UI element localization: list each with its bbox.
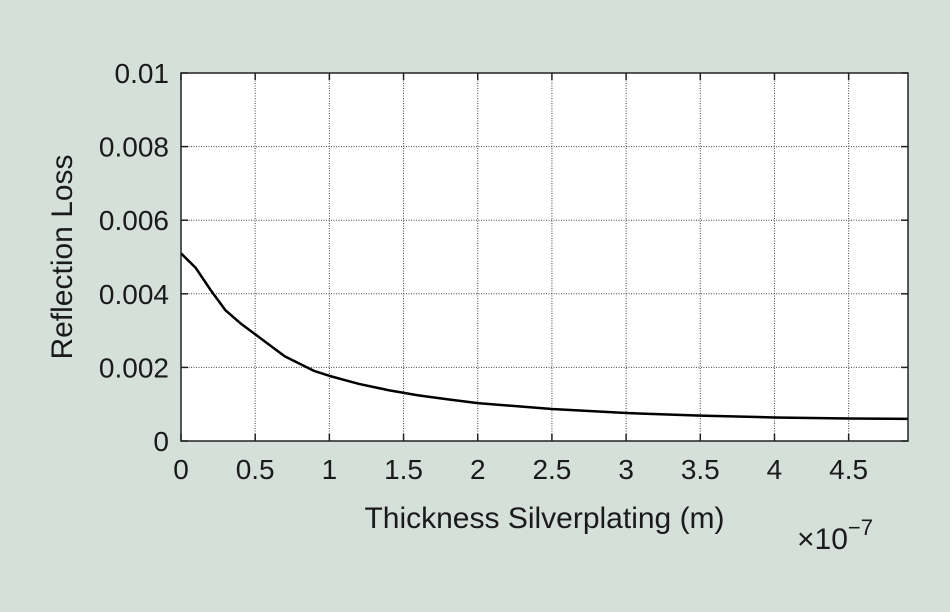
x-tick-labels: 0 0.5 1 1.5 2 2.5 3 3.5 4 4.5 [173,73,868,485]
y-tick-labels: 0 0.002 0.004 0.006 0.008 0.01 [99,58,908,457]
series-line [180,252,909,421]
x-tick-label: 3.5 [681,454,720,485]
x-tick-label: 4.5 [829,454,868,485]
y-axis-label: Reflection Loss [46,154,79,359]
y-tick-label: 0.002 [99,352,169,383]
x-axis-label: Thickness Silverplating (m) [364,502,724,535]
y-tick-label: 0 [153,426,169,457]
x-tick-label: 4 [767,454,783,485]
y-tick-label: 0.006 [99,205,169,236]
x-tick-label: 3 [618,454,634,485]
x-axis-multiplier: ×10−7 [797,515,873,556]
x-tick-label: 1.5 [384,454,423,485]
y-tick-label: 0.004 [99,279,169,310]
x-tick-label: 0.5 [236,454,275,485]
y-tick-label: 0.008 [99,132,169,163]
x-tick-label: 2 [470,454,486,485]
plot-area [181,73,908,441]
x-axis-multiplier-exponent: −7 [848,515,873,540]
x-tick-label: 0 [173,454,189,485]
x-tick-label: 1 [322,454,338,485]
series-layer [180,252,909,421]
y-tick-label: 0.01 [115,58,170,89]
plot-frame [180,72,909,442]
x-axis-multiplier-base: ×10 [797,523,848,556]
x-tick-label: 2.5 [532,454,571,485]
